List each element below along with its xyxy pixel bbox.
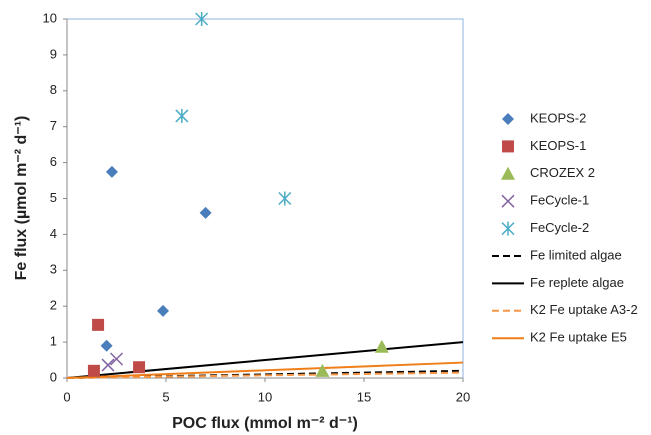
marker-asterisk xyxy=(175,108,189,123)
marker-asterisk xyxy=(278,191,292,206)
x-axis-title: POC flux (mmol m⁻² d⁻¹) xyxy=(172,415,358,432)
stroke xyxy=(101,358,115,372)
y-tick-label: 1 xyxy=(50,334,57,349)
marker-diamond xyxy=(502,113,514,125)
x-tick-label: 0 xyxy=(63,389,70,404)
diamond xyxy=(100,339,113,352)
marker-cross xyxy=(101,358,115,372)
y-axis-title: Fe flux (µmol m⁻² d⁻¹) xyxy=(13,116,30,281)
marker-asterisk xyxy=(195,12,209,26)
square xyxy=(133,361,146,374)
square xyxy=(502,140,514,153)
diamond xyxy=(502,113,514,125)
y-tick-label: 6 xyxy=(50,154,57,169)
y-tick-label: 10 xyxy=(43,10,57,25)
marker-square xyxy=(87,364,100,377)
x-tick-label: 10 xyxy=(258,389,272,404)
legend-label: KEOPS-2 xyxy=(530,110,586,125)
marker-triangle xyxy=(315,363,330,377)
x-tick-label: 20 xyxy=(456,389,470,404)
marker-diamond xyxy=(157,304,170,317)
y-tick-label: 9 xyxy=(50,46,57,61)
marker-cross xyxy=(501,194,515,208)
legend-label: Fe replete algae xyxy=(530,275,624,290)
marker-cross xyxy=(109,352,124,366)
marker-diamond xyxy=(100,339,113,352)
series-line xyxy=(66,361,464,379)
series-line xyxy=(66,341,464,379)
legend-label: K2 Fe uptake A3-2 xyxy=(530,302,638,317)
y-tick-label: 2 xyxy=(50,298,57,313)
diamond xyxy=(157,304,170,317)
square xyxy=(87,364,100,377)
y-tick-label: 7 xyxy=(50,118,57,133)
x-tick-label: 5 xyxy=(162,389,169,404)
marker-asterisk xyxy=(501,221,515,236)
marker-diamond xyxy=(105,165,118,178)
stroke xyxy=(501,194,515,208)
stroke xyxy=(109,352,124,366)
legend-label: KEOPS-1 xyxy=(530,138,586,153)
y-tick-label: 5 xyxy=(50,190,57,205)
legend-label: FeCycle-2 xyxy=(530,220,589,235)
legend-label: FeCycle-1 xyxy=(530,193,589,208)
y-tick-label: 4 xyxy=(50,226,57,241)
diamond xyxy=(199,206,212,219)
marker-square xyxy=(92,318,105,331)
diamond xyxy=(105,165,118,178)
triangle xyxy=(501,166,515,180)
legend-label: Fe limited algae xyxy=(530,247,622,262)
series-line xyxy=(66,371,464,379)
marker-square xyxy=(502,140,514,153)
marker-diamond xyxy=(199,206,212,219)
plot-frame xyxy=(66,18,464,379)
x-tick-label: 15 xyxy=(357,389,371,404)
legend-label: CROZEX 2 xyxy=(530,165,595,180)
y-tick-label: 8 xyxy=(50,82,57,97)
y-tick-label: 0 xyxy=(50,369,57,384)
marker-triangle xyxy=(374,339,389,353)
marker-triangle xyxy=(501,166,515,180)
marker-square xyxy=(133,361,146,374)
triangle xyxy=(374,339,389,353)
y-tick-label: 3 xyxy=(50,262,57,277)
square xyxy=(92,318,105,331)
legend-label: K2 Fe uptake E5 xyxy=(530,330,627,345)
triangle xyxy=(315,363,330,377)
